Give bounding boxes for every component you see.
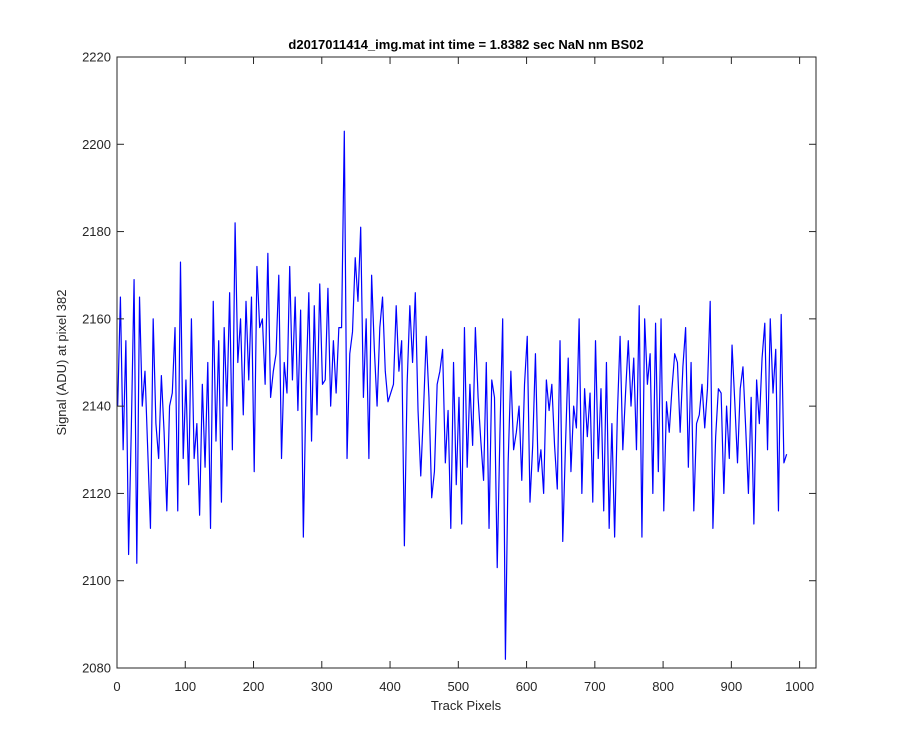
y-tick-label: 2120 xyxy=(82,486,111,501)
x-tick-label: 1000 xyxy=(785,679,814,694)
x-tick-label: 300 xyxy=(311,679,333,694)
x-tick-label: 200 xyxy=(243,679,265,694)
y-tick-label: 2140 xyxy=(82,399,111,414)
x-tick-label: 500 xyxy=(447,679,469,694)
x-tick-label: 0 xyxy=(113,679,120,694)
x-tick-label: 800 xyxy=(652,679,674,694)
y-tick-label: 2160 xyxy=(82,311,111,326)
x-tick-label: 900 xyxy=(721,679,743,694)
y-tick-label: 2080 xyxy=(82,661,111,676)
y-tick-label: 2200 xyxy=(82,137,111,152)
y-tick-label: 2180 xyxy=(82,224,111,239)
y-tick-label: 2100 xyxy=(82,573,111,588)
x-axis-label: Track Pixels xyxy=(431,698,502,713)
y-tick-label: 2220 xyxy=(82,50,111,65)
chart-title: d2017011414_img.mat int time = 1.8382 se… xyxy=(288,37,643,52)
x-tick-label: 600 xyxy=(516,679,538,694)
x-tick-label: 100 xyxy=(174,679,196,694)
x-tick-label: 400 xyxy=(379,679,401,694)
y-axis-label: Signal (ADU) at pixel 382 xyxy=(54,290,69,436)
x-tick-label: 700 xyxy=(584,679,606,694)
